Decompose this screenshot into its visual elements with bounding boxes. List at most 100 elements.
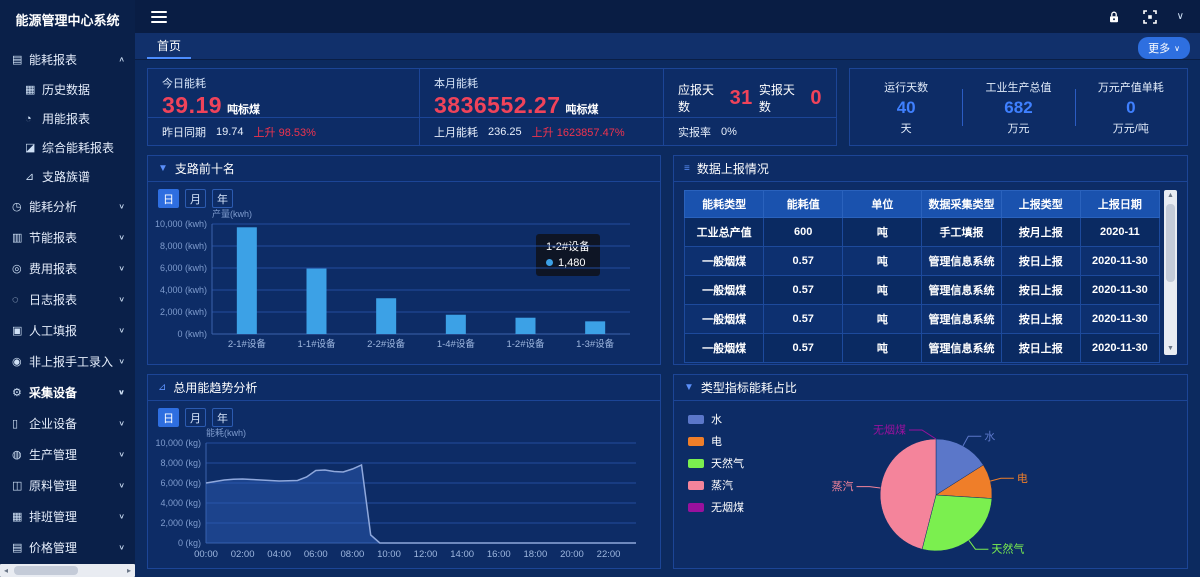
svg-text:1-1#设备: 1-1#设备 <box>297 338 336 350</box>
more-button[interactable]: 更多 ∨ <box>1138 37 1190 59</box>
sidebar-item-energy-analysis[interactable]: ◷ 能耗分析 ∨ <box>0 191 135 222</box>
sidebar-item-non-report-manual-entry[interactable]: ◉ 非上报手工录入 ∨ <box>0 346 135 377</box>
table-cell: 按日上报 <box>1000 333 1081 363</box>
bar-2-2#设备[interactable] <box>376 298 397 334</box>
kpi-today-value: 39.19 <box>162 92 223 118</box>
table-cell: 管理信息系统 <box>921 304 1002 334</box>
bar-1-3#设备[interactable] <box>585 321 606 334</box>
list-icon: ≡ <box>684 163 690 174</box>
sidebar-item-manual-fill[interactable]: ▣ 人工填报 ∨ <box>0 315 135 346</box>
summary-stat-value: 0 <box>1126 97 1136 117</box>
sidebar-item-history-data[interactable]: ▦ 历史数据 <box>0 75 135 104</box>
kpi-today-change: 上升 98.53% <box>253 126 316 139</box>
actual-days-label: 实报天数 <box>758 83 795 114</box>
sidebar-item-price-mgmt[interactable]: ▤ 价格管理 ∨ <box>0 532 135 563</box>
sidebar-item-collect-device[interactable]: ⚙ 采集设备 ∨ <box>0 377 135 408</box>
bar-2-1#设备[interactable] <box>236 227 257 334</box>
type-ratio-pie-chart: 水电天然气 蒸汽 无烟煤 水电天然气 蒸汽 无烟煤 <box>674 401 1187 568</box>
legend-label: 水 <box>711 414 722 426</box>
svg-text:08:00: 08:00 <box>340 549 364 560</box>
menu-icon[interactable] <box>151 10 167 23</box>
scroll-right-icon[interactable]: ▸ <box>126 566 131 575</box>
table-cell: 一般烟煤 <box>683 333 765 363</box>
sidebar-item-saving-report[interactable]: ▥ 节能报表 ∨ <box>0 222 135 253</box>
scroll-down-icon[interactable]: ▼ <box>1167 345 1174 352</box>
summary-stat-unit: 万元 <box>1007 122 1030 135</box>
sidebar-item-enterprise-device[interactable]: ▯ 企业设备 ∨ <box>0 408 135 439</box>
scroll-up-icon[interactable]: ▲ <box>1167 192 1174 199</box>
legend-item-无烟煤[interactable]: 无烟煤 <box>688 499 744 515</box>
legend-item-水[interactable]: 水 <box>688 411 744 427</box>
svg-text:水: 水 <box>984 430 995 443</box>
table-cell: 600 <box>763 217 844 247</box>
pie-slice-天然气[interactable] <box>921 494 993 552</box>
trend-period-tabs: 日月年 <box>148 401 660 427</box>
svg-text:10,000 (kwh): 10,000 (kwh) <box>155 219 207 229</box>
sidebar-item-cost-report[interactable]: ◎ 费用报表 ∨ <box>0 253 135 284</box>
svg-text:2,000 (kg): 2,000 (kg) <box>160 518 201 528</box>
svg-text:22:00: 22:00 <box>597 549 621 560</box>
svg-text:8,000 (kg): 8,000 (kg) <box>160 458 201 468</box>
period-tab-0[interactable]: 日 <box>158 408 179 427</box>
chevron-down-icon: ∨ <box>118 512 125 521</box>
sidebar-horizontal-scrollbar[interactable]: ◂ ▸ <box>0 564 135 577</box>
pie-slice-水[interactable] <box>935 438 984 496</box>
svg-text:6,000 (kg): 6,000 (kg) <box>160 478 201 488</box>
scrollbar-track[interactable] <box>12 564 123 577</box>
sidebar-item-log-report[interactable]: ◌ 日志报表 ∨ <box>0 284 135 315</box>
kpi-month-sub-label: 上月能耗 <box>434 126 478 139</box>
summary-stat-unit: 万元/吨 <box>1112 122 1149 135</box>
sidebar-item-energy-report[interactable]: ▤ 能耗报表 ∧ <box>0 44 135 75</box>
sidebar-item-label: 费用报表 <box>29 262 78 276</box>
period-tab-1[interactable]: 月 <box>185 408 206 427</box>
legend-swatch <box>688 458 704 468</box>
legend-label: 电 <box>711 436 722 448</box>
table-vertical-scrollbar[interactable]: ▲ ▼ <box>1164 190 1177 355</box>
sidebar-item-label: 原料管理 <box>29 479 78 493</box>
chevron-down-icon: ∨ <box>118 450 125 459</box>
legend-item-天然气[interactable]: 天然气 <box>688 455 744 471</box>
sidebar-item-branch-genealogy[interactable]: ⊿ 支路族谱 <box>0 162 135 191</box>
table-cell: 管理信息系统 <box>921 275 1002 305</box>
scrollbar-thumb[interactable] <box>1166 204 1175 282</box>
fullscreen-icon[interactable] <box>1141 8 1159 26</box>
period-tab-2[interactable]: 年 <box>212 189 233 208</box>
report-table: 能耗类型 能耗值 单位 数据采集类型 上报类型 上报日期 工业总产值 600 吨手工填报 按月上… <box>683 190 1161 363</box>
sidebar-item-label: 人工填报 <box>29 324 78 338</box>
sidebar-item-comprehensive-energy-report[interactable]: ◪ 综合能耗报表 <box>0 133 135 162</box>
kpi-today-sub-label: 昨日同期 <box>162 126 206 139</box>
scrollbar-thumb[interactable] <box>14 566 79 575</box>
panel-title: 类型指标能耗占比 <box>700 381 797 395</box>
table-header: 数据采集类型 <box>921 190 1002 218</box>
sidebar-item-material-mgmt[interactable]: ◫ 原料管理 ∨ <box>0 470 135 501</box>
non-report-manual-entry-icon: ◉ <box>12 356 22 368</box>
legend-item-蒸汽[interactable]: 蒸汽 <box>688 477 744 493</box>
table-cell: 按月上报 <box>1000 217 1081 247</box>
sidebar-item-production-mgmt[interactable]: ◍ 生产管理 ∨ <box>0 439 135 470</box>
kpi-today-unit: 吨标煤 <box>227 104 261 116</box>
period-tab-1[interactable]: 月 <box>185 189 206 208</box>
legend-item-电[interactable]: 电 <box>688 433 744 449</box>
chevron-down-icon[interactable]: ∨ <box>1176 11 1184 22</box>
sidebar-item-label: 综合能耗报表 <box>42 141 115 155</box>
svg-text:00:00: 00:00 <box>194 549 218 560</box>
svg-text:2,000 (kwh): 2,000 (kwh) <box>160 307 207 317</box>
table-cell: 0.57 <box>763 246 844 276</box>
bar-1-1#设备[interactable] <box>306 268 327 334</box>
bar-1-4#设备[interactable] <box>445 314 466 334</box>
period-tab-2[interactable]: 年 <box>212 408 233 427</box>
scroll-left-icon[interactable]: ◂ <box>3 566 8 575</box>
sidebar-item-usage-report[interactable]: ◔ 用能报表 <box>0 104 135 133</box>
log-report-icon: ◌ <box>12 293 19 306</box>
summary-stat: 工业生产总值 682 万元 <box>962 75 1074 140</box>
bar-1-2#设备[interactable] <box>515 317 536 334</box>
scrollbar-track[interactable] <box>1164 202 1177 343</box>
lock-icon[interactable] <box>1105 8 1123 26</box>
sidebar-item-shift-mgmt[interactable]: ▦ 排班管理 ∨ <box>0 501 135 532</box>
summary-stat-value: 40 <box>896 97 916 117</box>
pie-slice-蒸汽[interactable] <box>879 438 937 550</box>
table-cell: 2020-11-30 <box>1079 304 1161 334</box>
sidebar-item-label: 排班管理 <box>29 510 78 524</box>
tab-home[interactable]: 首页 <box>147 33 192 59</box>
period-tab-0[interactable]: 日 <box>158 189 179 208</box>
